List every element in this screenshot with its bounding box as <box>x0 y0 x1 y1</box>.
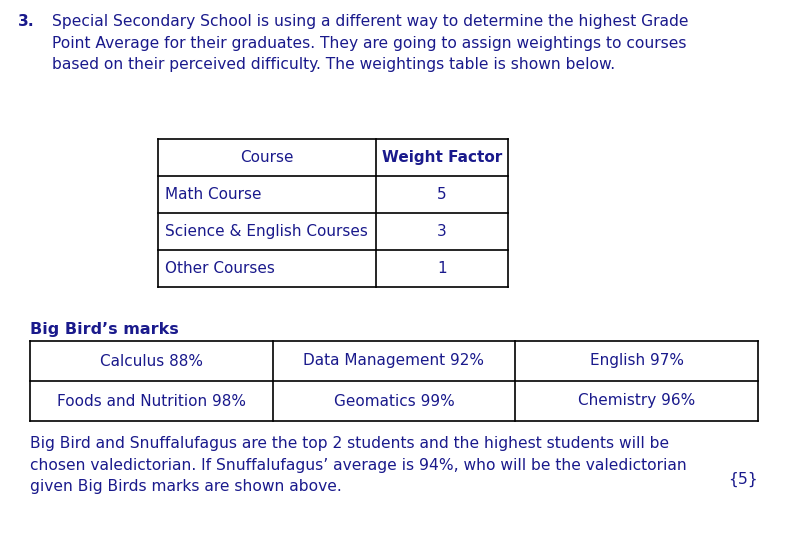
Text: 3: 3 <box>437 224 447 239</box>
Text: 1: 1 <box>437 261 447 276</box>
Text: Science & English Courses: Science & English Courses <box>165 224 368 239</box>
Text: Math Course: Math Course <box>165 187 261 202</box>
Text: Weight Factor: Weight Factor <box>382 150 502 165</box>
Text: Special Secondary School is using a different way to determine the highest Grade: Special Secondary School is using a diff… <box>52 14 689 72</box>
Text: English 97%: English 97% <box>589 353 683 368</box>
Text: 5: 5 <box>437 187 447 202</box>
Text: Course: Course <box>240 150 294 165</box>
Text: Other Courses: Other Courses <box>165 261 275 276</box>
Text: Foods and Nutrition 98%: Foods and Nutrition 98% <box>57 393 246 408</box>
Text: Geomatics 99%: Geomatics 99% <box>334 393 454 408</box>
Text: Data Management 92%: Data Management 92% <box>304 353 484 368</box>
Text: {5}: {5} <box>728 472 758 487</box>
Text: 3.: 3. <box>18 14 35 29</box>
Text: Calculus 88%: Calculus 88% <box>100 353 203 368</box>
Text: Big Bird’s marks: Big Bird’s marks <box>30 322 179 337</box>
Text: Big Bird and Snuffalufagus are the top 2 students and the highest students will : Big Bird and Snuffalufagus are the top 2… <box>30 436 686 494</box>
Text: Chemistry 96%: Chemistry 96% <box>578 393 695 408</box>
